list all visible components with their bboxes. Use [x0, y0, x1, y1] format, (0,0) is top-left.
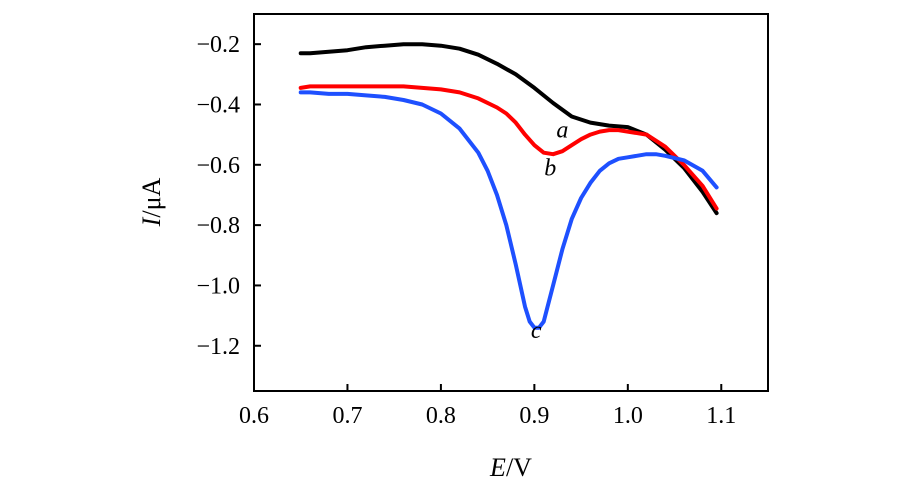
- y-tick-label: −0.4: [196, 92, 240, 118]
- x-axis-title: E/V: [489, 453, 532, 482]
- y-tick-label: −1.0: [196, 273, 240, 299]
- y-tick-label: −0.6: [196, 153, 240, 179]
- y-tick-label: −1.2: [196, 334, 240, 360]
- y-tick-label: −0.2: [196, 32, 240, 58]
- x-tick-label: 1.1: [706, 403, 736, 429]
- x-tick-label: 0.9: [519, 403, 549, 429]
- axis-ticks: [253, 43, 723, 391]
- series-line-c: [298, 90, 719, 330]
- x-tick-label: 0.6: [239, 403, 269, 429]
- x-tick-label: 1.0: [613, 403, 643, 429]
- curve-label-a: a: [556, 118, 568, 144]
- curve-label-c: c: [531, 318, 542, 344]
- y-tick-label: −0.8: [196, 213, 240, 239]
- series-group: [298, 42, 719, 330]
- x-tick-labels: 0.6 0.7 0.8 0.9 1.0 1.1: [239, 403, 736, 429]
- y-axis-title: I/μA: [137, 177, 166, 227]
- x-tick-label: 0.8: [426, 403, 456, 429]
- x-tick-label: 0.7: [332, 403, 362, 429]
- series-line-b: [298, 84, 719, 211]
- curve-labels: ab c: [531, 118, 568, 345]
- curve-label-b: b: [544, 155, 556, 181]
- series-line-a: [298, 42, 719, 216]
- plot-frame: [253, 13, 769, 392]
- y-tick-labels: −0.2 −0.4 −0.6 −0.8 −1.0 −1.2: [196, 32, 240, 360]
